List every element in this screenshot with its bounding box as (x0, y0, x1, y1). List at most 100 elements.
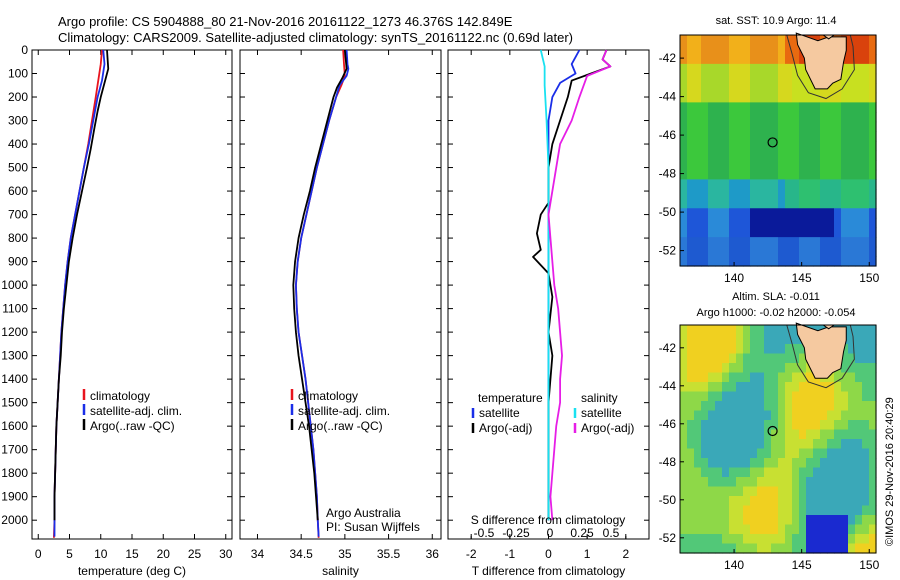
map-cell (743, 121, 751, 132)
map-cell (813, 505, 821, 516)
map-cell (862, 83, 870, 94)
map-cell (841, 256, 849, 267)
map-cell (848, 448, 856, 459)
map-cell (785, 372, 793, 383)
map-cell (687, 44, 695, 55)
map-cell (862, 140, 870, 152)
map-cell (771, 515, 779, 526)
map-cell (827, 543, 835, 554)
map-cell (757, 63, 765, 75)
map-cell (771, 179, 779, 190)
map-cell (785, 189, 793, 200)
map-cell (729, 382, 737, 393)
map-cell (757, 73, 765, 84)
map-cell (750, 401, 758, 412)
map-cell (862, 256, 870, 267)
map-cell (680, 131, 688, 142)
map-cell (848, 121, 856, 132)
map-cell (862, 217, 870, 229)
map-cell (820, 505, 828, 516)
map-cell (708, 256, 716, 267)
map-cell (806, 169, 814, 180)
map-cell (764, 102, 772, 113)
map-cell (750, 439, 758, 450)
map-cell (827, 169, 835, 180)
map-y-tick-label: -48 (659, 167, 677, 181)
map-cell (841, 391, 849, 402)
y-tick-label: 900 (8, 255, 28, 269)
map-cell (785, 227, 793, 238)
map-cell (869, 325, 877, 336)
map-cell (813, 543, 821, 554)
map-cell (862, 325, 870, 336)
map-cell (694, 131, 702, 142)
map-cell (736, 246, 744, 257)
map-cell (827, 150, 835, 161)
map-cell (799, 217, 807, 229)
map-cell (701, 363, 709, 374)
series-line (292, 49, 348, 521)
map-cell (708, 217, 716, 229)
map-cell (680, 121, 688, 132)
map-cell (743, 179, 751, 190)
map-cell (729, 401, 737, 412)
map-cell (722, 169, 730, 180)
map-cell (855, 35, 863, 46)
map-cell (869, 44, 877, 55)
map-cell (869, 160, 877, 171)
legend-label: climatology (90, 389, 150, 403)
map-cell (827, 256, 835, 267)
map-cell (764, 63, 772, 75)
map-cell (869, 543, 877, 554)
map-cell (785, 496, 793, 507)
map-cell (841, 83, 849, 94)
map-cell (771, 420, 779, 431)
map-cell (813, 382, 821, 393)
map-cell (806, 524, 814, 535)
map-cell (771, 73, 779, 84)
map-cell (687, 208, 695, 219)
map-cell (820, 515, 828, 526)
series-line (295, 49, 350, 537)
map-cell (764, 140, 772, 152)
map-cell (771, 410, 779, 421)
map-cell (778, 102, 786, 113)
map-cell (799, 198, 807, 209)
map-cell (687, 83, 695, 94)
map-cell (715, 112, 723, 123)
map-cell (785, 150, 793, 161)
map-cell (869, 63, 877, 75)
map-cell (827, 486, 835, 497)
map-cell (806, 150, 814, 161)
x2-tick-label: -0.25 (502, 526, 530, 540)
map-cell (750, 344, 758, 355)
map-cell (771, 486, 779, 497)
map-cell (680, 150, 688, 161)
y-tick-label: 500 (8, 161, 28, 175)
map-cell (771, 54, 779, 65)
map-cell (743, 534, 751, 545)
map-cell (778, 44, 786, 55)
map-cell (771, 372, 779, 383)
map-cell (687, 410, 695, 421)
map-cell (806, 160, 814, 171)
map-cell (701, 515, 709, 526)
map-cell (736, 334, 744, 345)
map-cell (764, 353, 772, 364)
map-cell (869, 54, 877, 65)
map-cell (834, 477, 842, 488)
y-tick-label: 1000 (1, 278, 28, 292)
map-cell (862, 543, 870, 554)
map-cell (757, 505, 765, 516)
map-cell (806, 227, 814, 238)
map-cell (750, 458, 758, 469)
map-cell (743, 505, 751, 516)
map-cell (841, 353, 849, 364)
map-cell (736, 382, 744, 393)
map-cell (694, 160, 702, 171)
map-cell (778, 198, 786, 209)
map-cell (869, 83, 877, 94)
map-cell (764, 237, 772, 248)
map-cell (694, 401, 702, 412)
map-cell (792, 363, 800, 374)
